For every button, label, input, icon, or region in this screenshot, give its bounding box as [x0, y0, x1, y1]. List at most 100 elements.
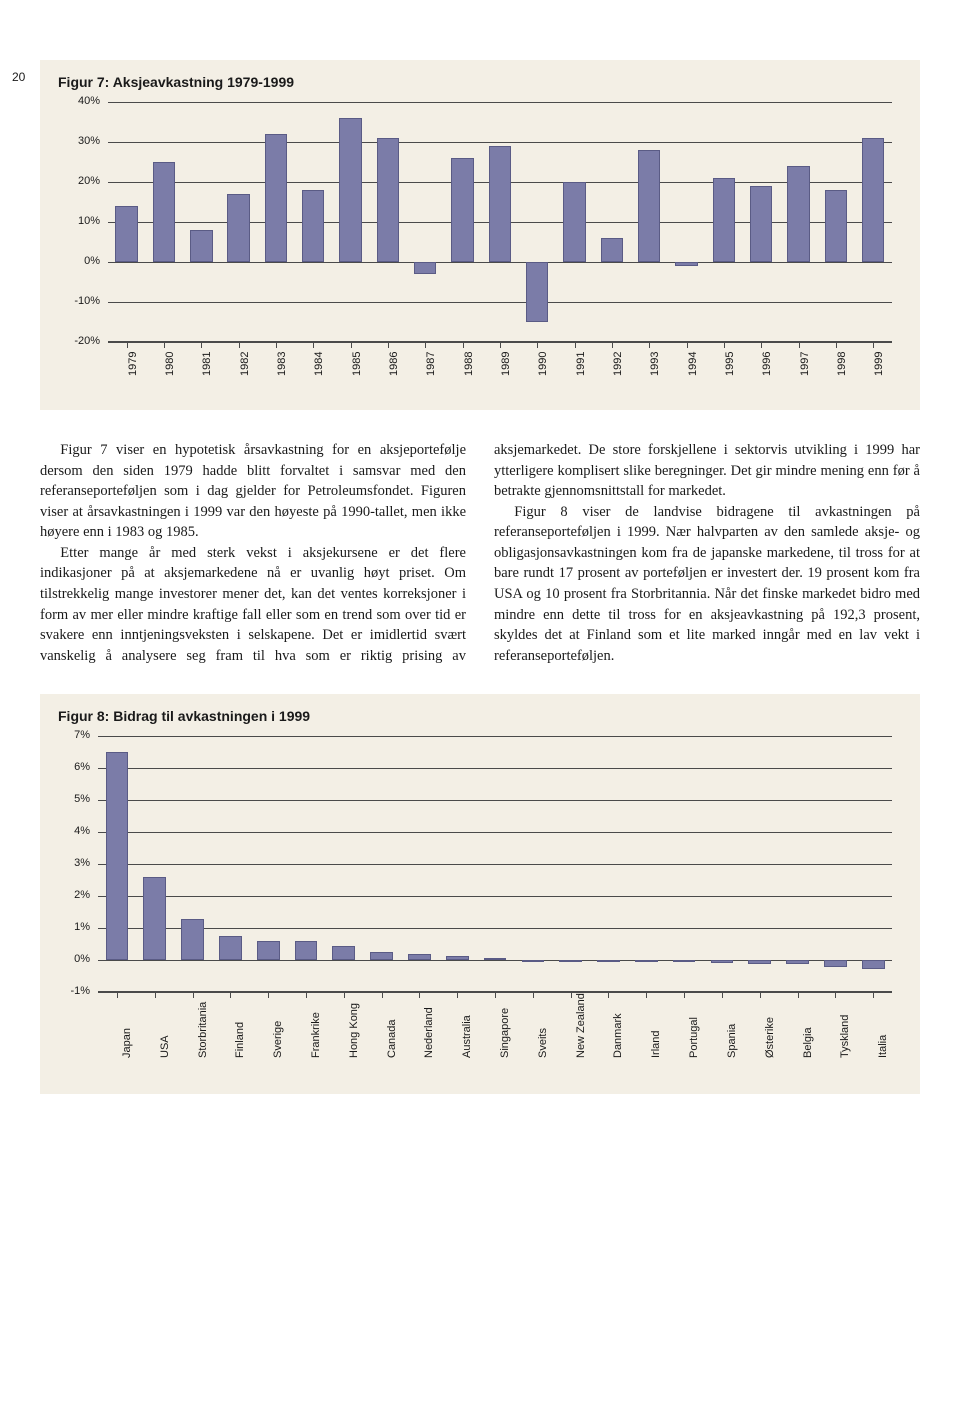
- bar: [302, 190, 324, 262]
- x-tick: [533, 992, 534, 998]
- bar-slot: 1990: [519, 102, 556, 342]
- x-axis-label: 1991: [575, 352, 587, 376]
- bar: [748, 960, 771, 963]
- x-tick: [388, 342, 389, 348]
- x-axis-label: 1992: [612, 352, 624, 376]
- x-tick: [164, 342, 165, 348]
- bar: [377, 138, 399, 262]
- bar: [153, 162, 175, 262]
- x-axis-label: 1979: [127, 352, 139, 376]
- bar-slot: Tyskland: [816, 736, 854, 992]
- x-axis-label: Østerike: [764, 1017, 776, 1058]
- x-tick: [313, 342, 314, 348]
- bar-slot: 1984: [295, 102, 332, 342]
- x-tick: [612, 342, 613, 348]
- y-axis-label: 0%: [58, 255, 100, 267]
- bar-slot: Nederland: [401, 736, 439, 992]
- x-axis-label: Sveits: [537, 1028, 549, 1058]
- paragraph-3: Figur 8 viser de landvise bidragene til …: [494, 502, 920, 667]
- x-tick: [798, 992, 799, 998]
- bars-container: 1979198019811982198319841985198619871988…: [108, 102, 892, 342]
- bar-slot: 1981: [183, 102, 220, 342]
- bar: [713, 178, 735, 262]
- bar: [673, 960, 696, 962]
- x-axis-label: Danmark: [612, 1014, 624, 1059]
- x-axis-label: Spania: [726, 1024, 738, 1058]
- x-axis-label: 1993: [649, 352, 661, 376]
- x-axis-label: Frankrike: [310, 1013, 322, 1059]
- bars-container: JapanUSAStorbritaniaFinlandSverigeFrankr…: [98, 736, 892, 992]
- bar: [106, 752, 129, 960]
- x-tick: [344, 992, 345, 998]
- x-axis-label: 1994: [687, 352, 699, 376]
- bar-slot: 1983: [257, 102, 294, 342]
- x-tick: [495, 992, 496, 998]
- bar-slot: Japan: [98, 736, 136, 992]
- bar: [559, 960, 582, 962]
- x-tick: [201, 342, 202, 348]
- bar: [451, 158, 473, 262]
- bar-slot: 1987: [407, 102, 444, 342]
- x-tick: [873, 992, 874, 998]
- x-tick: [127, 342, 128, 348]
- bar-slot: Spania: [703, 736, 741, 992]
- figure-7-panel: Figur 7: Aksjeavkastning 1979-1999 40%30…: [40, 60, 920, 410]
- x-axis-label: 1985: [351, 352, 363, 376]
- bar-slot: 1979: [108, 102, 145, 342]
- bar-slot: 1982: [220, 102, 257, 342]
- x-tick: [382, 992, 383, 998]
- y-axis-label: -20%: [58, 335, 100, 347]
- x-axis-label: Canada: [386, 1020, 398, 1059]
- x-axis-label: 1989: [500, 352, 512, 376]
- x-axis-label: Italia: [877, 1035, 889, 1058]
- bar: [786, 960, 809, 964]
- x-axis-label: Portugal: [688, 1017, 700, 1058]
- y-axis-label: -10%: [58, 295, 100, 307]
- y-axis-label: 2%: [58, 889, 90, 901]
- bar-slot: 1988: [444, 102, 481, 342]
- x-axis-label: Belgia: [802, 1028, 814, 1059]
- x-tick: [351, 342, 352, 348]
- bar-slot: 1998: [817, 102, 854, 342]
- y-axis-label: 6%: [58, 761, 90, 773]
- figure-8-chart: 7%6%5%4%3%2%1%0%-1%JapanUSAStorbritaniaF…: [58, 736, 902, 1076]
- bar-slot: 1992: [593, 102, 630, 342]
- x-axis-line: [108, 341, 892, 342]
- bar: [824, 960, 847, 966]
- bar-slot: Frankrike: [287, 736, 325, 992]
- bar-slot: 1980: [145, 102, 182, 342]
- y-axis-label: 5%: [58, 793, 90, 805]
- bar: [257, 941, 280, 960]
- bar-slot: 1991: [556, 102, 593, 342]
- bar-slot: Irland: [627, 736, 665, 992]
- x-tick: [575, 342, 576, 348]
- x-axis-label: Japan: [121, 1028, 133, 1058]
- bar: [825, 190, 847, 262]
- x-tick: [155, 992, 156, 998]
- x-tick: [419, 992, 420, 998]
- figure-8-panel: Figur 8: Bidrag til avkastningen i 1999 …: [40, 694, 920, 1094]
- x-tick: [649, 342, 650, 348]
- bar: [675, 262, 697, 266]
- bar-slot: Danmark: [590, 736, 628, 992]
- bar-slot: Storbritania: [174, 736, 212, 992]
- x-axis-label: Finland: [234, 1022, 246, 1058]
- x-tick: [500, 342, 501, 348]
- x-axis-label: 1981: [201, 352, 213, 376]
- x-tick: [836, 342, 837, 348]
- bar-slot: Canada: [363, 736, 401, 992]
- x-axis-label: 1986: [388, 352, 400, 376]
- x-tick: [276, 342, 277, 348]
- bar-slot: USA: [136, 736, 174, 992]
- bar-slot: Portugal: [665, 736, 703, 992]
- x-tick: [239, 342, 240, 348]
- x-tick: [835, 992, 836, 998]
- x-axis-label: Australia: [461, 1016, 473, 1059]
- x-axis-label: Sverige: [272, 1021, 284, 1058]
- x-tick: [684, 992, 685, 998]
- x-axis-label: 1997: [799, 352, 811, 376]
- x-tick: [646, 992, 647, 998]
- bar: [750, 186, 772, 262]
- bar: [526, 262, 548, 322]
- bar-slot: Sveits: [514, 736, 552, 992]
